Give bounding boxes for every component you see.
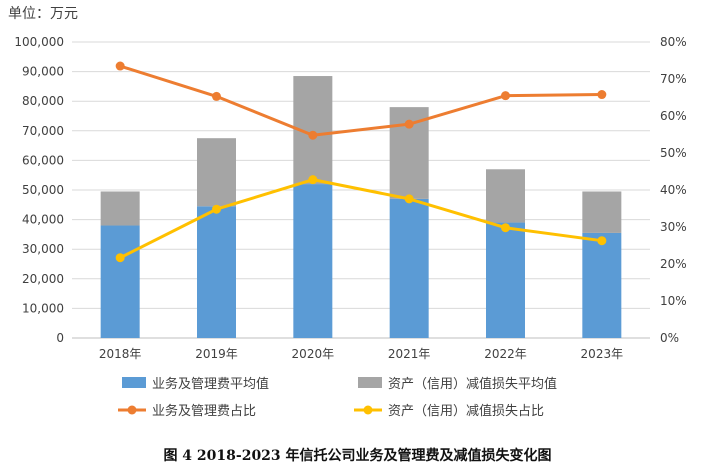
y-axis-unit-label: 单位：万元 bbox=[8, 6, 78, 22]
point-impairment-ratio bbox=[501, 223, 510, 233]
y-right-tick-label: 10% bbox=[660, 294, 687, 308]
x-tick-label: 2023年 bbox=[581, 347, 624, 361]
legend-item-4-label: 资产（信用）减值损失占比 bbox=[388, 403, 544, 419]
bar-mgmt-expense bbox=[100, 225, 140, 338]
bar-mgmt-expense bbox=[293, 184, 333, 338]
bar-mgmt-expense bbox=[582, 232, 622, 338]
legend-item-1-label: 业务及管理费平均值 bbox=[152, 376, 269, 392]
y-left-tick-label: 90,000 bbox=[22, 65, 64, 79]
point-mgmt-expense-ratio bbox=[404, 119, 414, 129]
x-tick-label: 2019年 bbox=[195, 347, 238, 361]
y-left-tick-label: 20,000 bbox=[22, 272, 64, 286]
y-left-tick-label: 40,000 bbox=[22, 213, 64, 227]
y-left-tick-label: 30,000 bbox=[22, 242, 64, 256]
y-right-tick-label: 20% bbox=[660, 257, 687, 271]
y-right-tick-label: 80% bbox=[660, 35, 687, 49]
legend-item-2-label: 资产（信用）减值损失平均值 bbox=[388, 376, 557, 392]
point-mgmt-expense-ratio bbox=[308, 130, 318, 140]
x-tick-label: 2021年 bbox=[388, 347, 431, 361]
y-left-tick-label: 0 bbox=[56, 331, 64, 345]
bar-mgmt-expense bbox=[389, 198, 429, 338]
point-mgmt-expense-ratio bbox=[597, 90, 607, 100]
x-tick-label: 2020年 bbox=[292, 347, 335, 361]
y-right-tick-label: 0% bbox=[660, 331, 679, 345]
y-right-tick-label: 60% bbox=[660, 109, 687, 123]
y-right-tick-label: 50% bbox=[660, 146, 687, 160]
gridlines bbox=[72, 41, 650, 339]
point-mgmt-expense-ratio bbox=[115, 61, 125, 71]
y-left-tick-label: 100,000 bbox=[14, 35, 64, 49]
y-left-tick-label: 10,000 bbox=[22, 301, 64, 315]
y-right-tick-label: 70% bbox=[660, 72, 687, 86]
point-impairment-ratio bbox=[308, 175, 318, 185]
legend-item-3-marker bbox=[127, 405, 137, 415]
legend-item-3-label: 业务及管理费占比 bbox=[152, 403, 256, 419]
point-impairment-ratio bbox=[404, 194, 414, 204]
bar-impairment-loss bbox=[100, 191, 140, 226]
bar-impairment-loss bbox=[582, 191, 622, 233]
bars bbox=[100, 76, 622, 338]
line-mgmt-expense-ratio bbox=[119, 64, 602, 137]
y-left-tick-label: 80,000 bbox=[22, 94, 64, 108]
y-left-tick-label: 50,000 bbox=[22, 183, 64, 197]
point-impairment-ratio bbox=[115, 253, 125, 263]
bar-impairment-loss bbox=[197, 138, 236, 207]
bar-mgmt-expense bbox=[197, 206, 236, 338]
point-mgmt-expense-ratio bbox=[501, 91, 510, 101]
y-left-tick-label: 70,000 bbox=[22, 124, 64, 138]
x-tick-label: 2018年 bbox=[99, 347, 142, 361]
legend-item-2-swatch bbox=[358, 377, 382, 388]
bar-mgmt-expense bbox=[486, 222, 525, 338]
bar-impairment-loss bbox=[486, 169, 525, 223]
axes: 0 10,000 20,000 30,000 40,000 50,000 60,000 70,… bbox=[14, 35, 686, 361]
point-impairment-ratio bbox=[212, 204, 221, 214]
line-impairment-ratio bbox=[119, 178, 603, 260]
y-right-tick-label: 40% bbox=[660, 183, 687, 197]
y-left-tick-label: 60,000 bbox=[22, 153, 64, 167]
legend-item-1-swatch bbox=[122, 377, 146, 388]
x-tick-label: 2022年 bbox=[484, 347, 527, 361]
figure-caption: 图 4 2018-2023 年信托公司业务及管理费及减值损失变化图 bbox=[163, 448, 552, 464]
y-right-tick-label: 30% bbox=[660, 220, 687, 234]
point-impairment-ratio bbox=[597, 236, 607, 246]
legend-item-4-marker bbox=[363, 405, 373, 415]
lines bbox=[115, 61, 607, 263]
point-mgmt-expense-ratio bbox=[212, 91, 221, 101]
